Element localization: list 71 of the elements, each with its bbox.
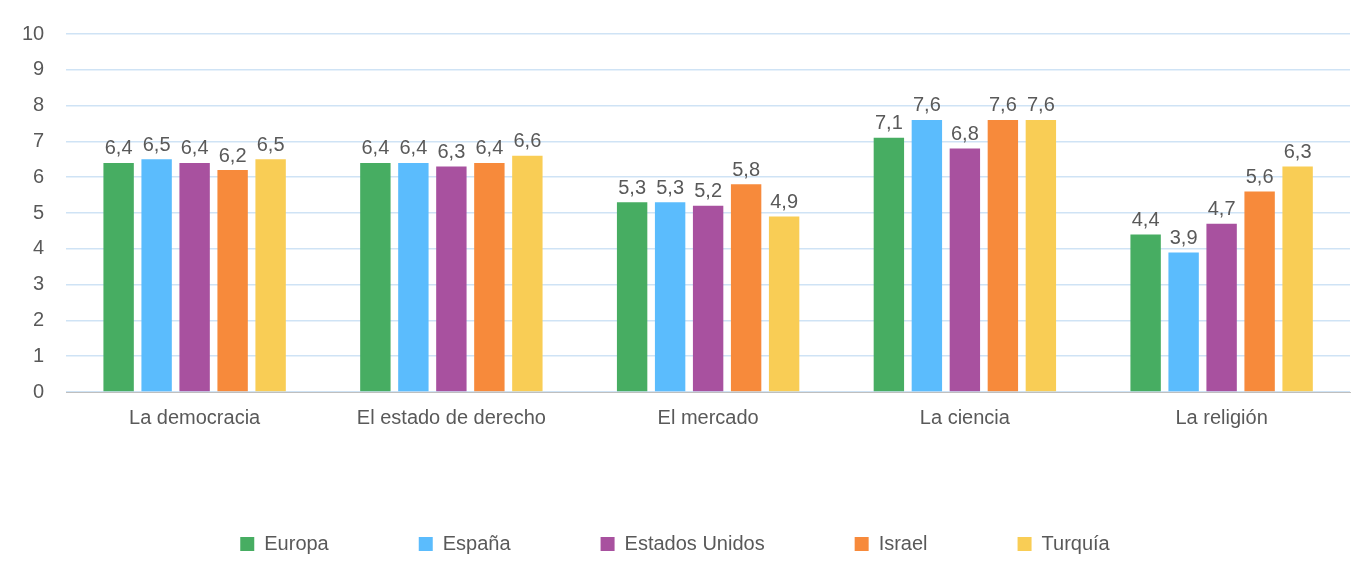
- bar: [512, 155, 543, 392]
- bar: [398, 162, 429, 392]
- bar: [1168, 252, 1199, 392]
- bar: [911, 119, 943, 392]
- legend-label: Israel: [878, 531, 928, 554]
- data-label: 6,2: [218, 143, 247, 166]
- x-tick-label: La religión: [1175, 405, 1268, 428]
- bar: [1206, 223, 1237, 392]
- data-label: 5,2: [694, 179, 723, 202]
- data-label: 5,3: [656, 175, 685, 198]
- bar: [1130, 234, 1161, 392]
- x-tick-label: La democracia: [129, 405, 262, 428]
- data-label: 4,7: [1207, 197, 1236, 220]
- legend-label: España: [442, 531, 512, 554]
- bar: [768, 216, 800, 392]
- bar: [474, 162, 505, 392]
- bar: [949, 148, 981, 392]
- y-tick-label: 0: [33, 379, 45, 402]
- legend-label: Europa: [264, 531, 330, 554]
- bar: [616, 202, 648, 392]
- y-tick-label: 4: [33, 236, 45, 259]
- data-label: 7,6: [1026, 93, 1055, 116]
- y-tick-label: 10: [22, 21, 45, 44]
- data-label: 5,3: [618, 175, 647, 198]
- y-tick-label: 2: [33, 307, 45, 330]
- data-label: 7,6: [912, 93, 941, 116]
- y-tick-label: 8: [33, 93, 45, 116]
- bar: [436, 166, 467, 392]
- bar: [987, 119, 1019, 392]
- bar: [1025, 119, 1057, 392]
- bar: [360, 162, 391, 392]
- data-label: 6,5: [256, 132, 285, 155]
- bar: [103, 162, 134, 392]
- legend-label: Estados Unidos: [624, 531, 765, 554]
- bar: [873, 137, 905, 392]
- bar: [730, 184, 762, 392]
- data-label: 6,4: [180, 136, 209, 159]
- data-label: 6,4: [399, 136, 428, 159]
- y-tick-label: 6: [33, 164, 45, 187]
- x-tick-label: La ciencia: [919, 405, 1011, 428]
- data-label: 4,4: [1131, 208, 1160, 230]
- bar: [141, 159, 172, 392]
- y-tick-label: 3: [33, 272, 45, 295]
- y-tick-label: 9: [33, 57, 45, 80]
- data-label: 5,6: [1245, 165, 1274, 188]
- data-label: 6,3: [437, 139, 466, 162]
- y-tick-label: 1: [33, 343, 45, 366]
- data-label: 6,8: [950, 122, 979, 145]
- data-label: 6,4: [361, 136, 390, 159]
- data-label: 6,3: [1283, 139, 1312, 162]
- bar: [1282, 166, 1313, 392]
- data-label: 7,6: [988, 93, 1017, 116]
- y-tick-label: 7: [33, 128, 45, 151]
- bar: [692, 205, 724, 392]
- data-label: 4,9: [770, 190, 799, 213]
- data-label: 6,5: [142, 132, 171, 155]
- data-label: 6,4: [104, 136, 133, 159]
- bar: [217, 170, 248, 392]
- bar: [1244, 191, 1275, 392]
- bar: [654, 202, 686, 392]
- bar: [255, 159, 286, 392]
- data-label: 5,8: [732, 157, 761, 180]
- x-tick-label: El estado de derecho: [356, 405, 546, 428]
- y-tick-label: 5: [33, 200, 45, 223]
- data-label: 3,9: [1169, 225, 1198, 248]
- legend-label: Turquía: [1041, 531, 1111, 554]
- data-label: 7,1: [874, 111, 903, 134]
- x-tick-label: El mercado: [657, 405, 759, 428]
- data-label: 6,4: [475, 136, 504, 159]
- data-label: 6,6: [513, 129, 542, 152]
- bar: [179, 162, 210, 392]
